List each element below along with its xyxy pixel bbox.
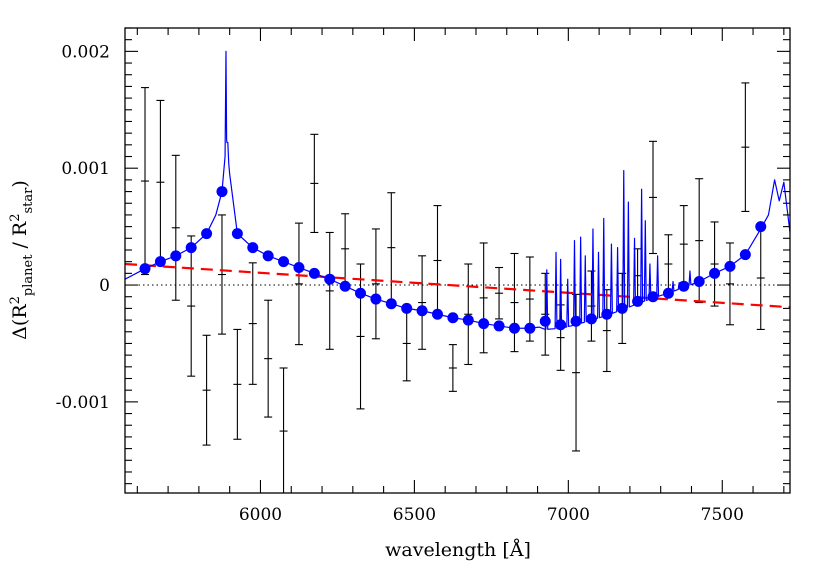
binned-marker-19: [431, 308, 443, 320]
binned-marker-28: [570, 315, 582, 327]
x-tick-label-0: 6000: [239, 505, 282, 525]
binned-marker-30: [601, 308, 613, 320]
axis-ticks: [125, 27, 790, 493]
binned-marker-25: [524, 322, 536, 334]
x-axis-label: wavelength [Å]: [385, 539, 531, 561]
binned-marker-40: [755, 221, 767, 233]
x-tick-labels: 6000 6500 7000 7500: [239, 505, 744, 525]
binned-marker-24: [508, 322, 520, 334]
binned-marker-23: [493, 320, 505, 332]
y-tick-label-2: 0.001: [61, 159, 110, 179]
y-tick-label-0: -0.001: [56, 393, 110, 413]
x-tick-label-1: 6500: [393, 505, 436, 525]
binned-marker-12: [324, 273, 336, 285]
binned-marker-20: [447, 312, 459, 324]
binned-marker-34: [662, 287, 674, 299]
binned-marker-14: [355, 287, 367, 299]
x-tick-label-2: 7000: [547, 505, 590, 525]
y-tick-label-3: 0.002: [61, 42, 110, 62]
binned-marker-33: [647, 291, 659, 303]
x-tick-label-3: 7500: [701, 505, 744, 525]
y-axis-label: Δ(R2planet / R2star): [8, 180, 36, 340]
binned-model-markers: [139, 186, 767, 334]
y-axis-label-sub1: planet: [21, 254, 36, 296]
y-axis-label-suffix: ): [9, 180, 31, 187]
binned-marker-15: [370, 293, 382, 305]
y-axis-label-prefix: Δ(R: [9, 304, 31, 340]
binned-marker-31: [616, 302, 628, 314]
binned-marker-17: [401, 302, 413, 314]
binned-marker-36: [693, 276, 705, 288]
binned-marker-37: [709, 267, 721, 279]
binned-marker-4: [201, 228, 213, 240]
binned-marker-29: [585, 313, 597, 325]
linear-trend-line: [125, 262, 790, 309]
binned-marker-32: [632, 295, 644, 307]
binned-marker-18: [416, 305, 428, 317]
binned-marker-16: [385, 298, 397, 310]
binned-marker-26: [539, 315, 551, 327]
binned-marker-21: [462, 314, 474, 326]
binned-marker-35: [678, 280, 690, 292]
binned-marker-6: [231, 228, 243, 240]
y-axis-label-exp1: 2: [8, 296, 23, 304]
binned-marker-3: [185, 242, 197, 254]
y-axis-label-middle: / R: [9, 221, 31, 254]
binned-marker-2: [170, 250, 182, 262]
y-tick-label-1: 0: [99, 276, 110, 296]
binned-marker-1: [154, 256, 166, 268]
plot-frame: [124, 27, 791, 494]
binned-marker-27: [555, 319, 567, 331]
binned-marker-8: [262, 250, 274, 262]
binned-marker-10: [293, 262, 305, 274]
plot-layer: [125, 50, 790, 493]
binned-marker-39: [739, 249, 751, 261]
binned-marker-5: [216, 186, 228, 198]
y-axis-label-exp2: 2: [8, 213, 23, 221]
binned-marker-9: [278, 256, 290, 268]
binned-marker-38: [724, 260, 736, 272]
trend-dashed-line: [125, 262, 790, 309]
y-axis-label-sub2: star: [21, 187, 36, 214]
binned-marker-11: [308, 267, 320, 279]
binned-marker-0: [139, 263, 151, 275]
y-tick-labels: -0.001 0 0.001 0.002: [56, 42, 110, 413]
binned-marker-22: [478, 318, 490, 330]
binned-marker-7: [247, 242, 259, 254]
binned-marker-13: [339, 280, 351, 292]
